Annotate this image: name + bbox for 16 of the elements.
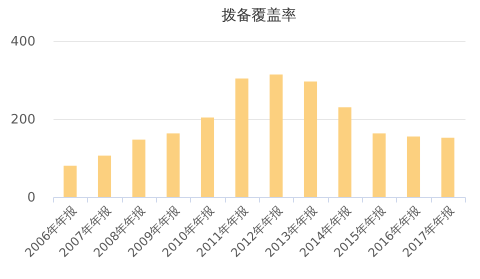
bar — [372, 133, 386, 197]
y-tick-label: 200 — [10, 112, 36, 128]
bar — [270, 74, 283, 197]
bar — [98, 156, 112, 197]
bar — [338, 107, 352, 197]
bar — [406, 136, 420, 197]
bar — [132, 140, 146, 197]
bar — [166, 133, 180, 197]
bar — [200, 117, 214, 197]
bar — [64, 166, 77, 197]
bar — [441, 138, 454, 197]
y-tick-label: 0 — [27, 190, 36, 206]
chart-title: 拨备覆盖率 — [222, 6, 296, 24]
y-tick-label: 400 — [10, 34, 36, 50]
bar — [304, 82, 318, 197]
bar — [235, 78, 248, 197]
